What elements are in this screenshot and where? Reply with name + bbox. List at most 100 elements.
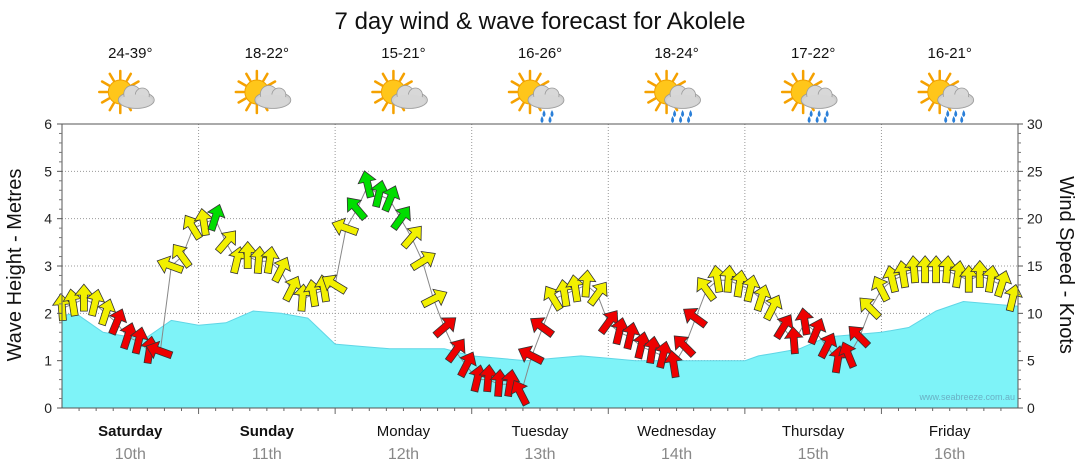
y-left-tick-label: 4 [44,211,52,227]
temperature-range-label: 18-24° [654,45,698,62]
sun-cloud-light-rain-icon [507,69,565,123]
wind-arrow [683,308,709,329]
wind-arrow [432,317,457,339]
cloud-icon [527,85,565,109]
day-date-label: 15th [798,446,829,463]
wind-arrow [400,225,422,250]
wind-arrow [807,317,827,346]
credit-text: www.seabreeze.com.au [918,392,1015,402]
wind-arrow [260,245,280,275]
temperature-range-label: 16-21° [928,45,972,62]
wind-arrow [214,230,237,255]
cloud-icon [254,85,292,109]
wind-arrow [752,284,772,313]
y-right-tick-label: 25 [1027,163,1043,179]
day-date-label: 12th [388,446,419,463]
wind-arrow [145,340,174,360]
wind-arrow [870,275,891,303]
wind-arrow [172,243,193,269]
day-name-label: Sunday [240,423,295,440]
wind-arrow [586,281,608,307]
axes: 0 1 2 3 4 5 6 0 5 10 15 20 25 30 [44,116,1043,416]
wind-arrow [271,256,291,284]
day-labels: Saturday 10th Sunday 11th Monday 12th Tuesday 1… [98,423,971,463]
cloud-icon [937,85,975,109]
wind-arrow [357,170,377,199]
wind-arrow [500,368,521,398]
wind-arrow [673,335,697,359]
wind-speed-line [61,184,1013,395]
wind-arrow [576,269,597,298]
wind-arrow [206,203,226,232]
temperature-range-label: 16-26° [518,45,562,62]
wind-arrow [783,326,804,355]
wind-arrow [321,274,348,295]
partly-cloudy-icon [234,69,292,115]
wind-arrow [420,288,448,309]
wind-arrow [86,288,106,317]
y-right-tick-label: 20 [1027,211,1043,227]
y-right-tick-label: 0 [1027,400,1035,416]
cloud-icon [800,85,838,109]
wind-layer [51,170,1023,407]
day-name-label: Wednesday [637,423,716,440]
wind-arrow [530,317,556,338]
wind-arrow [915,255,935,284]
wind-arrow [696,277,718,303]
day-name-label: Saturday [98,423,163,440]
day-date-label: 16th [934,446,965,463]
cloud-icon [117,85,155,109]
y-right-tick-label: 5 [1027,353,1035,369]
sun-cloud-rain-icon [644,69,701,123]
y-left-tick-label: 0 [44,400,52,416]
wave-height-area [61,300,1019,409]
temperature-range-label: 17-22° [791,45,835,62]
wave-layer [61,300,1019,409]
wind-arrow [926,255,946,284]
partly-cloudy-icon [98,69,155,115]
wind-arrow [993,270,1013,298]
y-right-tick-label: 15 [1027,258,1043,274]
wind-arrow [517,345,545,366]
y-left-tick-label: 1 [44,353,52,369]
day-name-label: Friday [929,423,971,440]
wind-arrow [848,325,872,349]
rain-drops-icon [807,110,829,123]
y-left-axis-title: Wave Height - Metres [4,169,26,362]
sun-cloud-rain-icon [780,69,838,123]
wind-arrow [331,217,360,237]
wind-arrow [346,197,369,222]
day-name-label: Thursday [782,423,845,440]
temperature-range-label: 24-39° [108,45,152,62]
wind-arrow [741,274,761,303]
wind-arrow [444,338,466,364]
day-date-label: 14th [661,446,692,463]
y-left-tick-label: 2 [44,305,52,321]
weather-row: 24-39° 18-22° 15-21° 16-26° 18-24° 17-22° 16-2… [98,45,975,123]
y-right-axis-title: Wind Speed - Knots [1055,176,1077,354]
sun-cloud-rain-icon [917,69,975,123]
temperature-range-label: 18-22° [245,45,289,62]
wind-arrow [457,351,477,379]
y-right-tick-label: 10 [1027,305,1043,321]
wind-arrow [510,379,531,407]
wind-arrow [838,341,858,369]
wind-arrow [108,308,128,336]
wind-arrow [156,255,185,275]
chart-title: 7 day wind & wave forecast for Akolele [335,8,746,35]
wind-arrow [621,321,641,350]
rain-drops-icon [540,110,554,123]
day-date-label: 13th [524,446,555,463]
cloud-icon [391,85,428,109]
rain-drops-icon [671,110,693,123]
rain-drops-icon [944,110,966,123]
wind-arrow [794,307,815,336]
day-date-label: 11th [252,446,282,463]
wind-arrow [817,332,838,360]
temperature-range-label: 15-21° [381,45,425,62]
wind-arrow [859,297,883,321]
wind-arrow [663,349,683,379]
cloud-icon [664,85,701,109]
wind-arrow [763,294,783,322]
